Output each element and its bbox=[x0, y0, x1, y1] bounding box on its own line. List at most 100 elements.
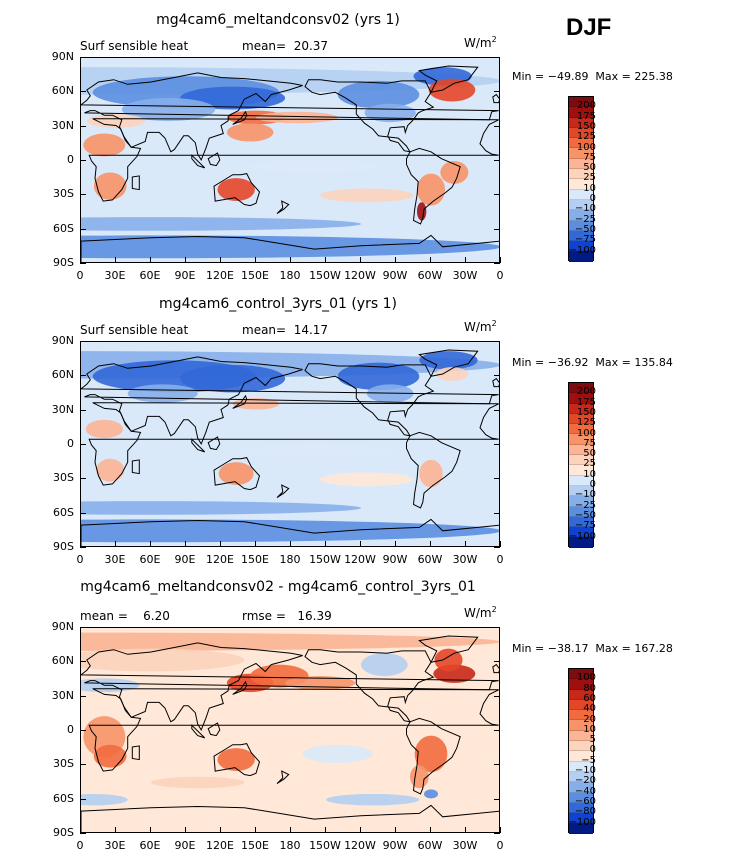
coastline-greenland bbox=[418, 635, 479, 663]
field-contour bbox=[428, 78, 476, 102]
y-tick-label: 90S bbox=[53, 826, 74, 839]
colorbar-swatch bbox=[569, 220, 593, 231]
coastline-antarctica bbox=[81, 234, 499, 262]
y-tick-label: 60S bbox=[53, 505, 74, 519]
y-tick bbox=[494, 833, 500, 834]
field-contour bbox=[151, 776, 245, 789]
y-tick bbox=[494, 798, 500, 800]
field-contour bbox=[83, 133, 126, 157]
variable-label: Surf sensible heat bbox=[80, 39, 189, 53]
x-tick bbox=[255, 827, 256, 833]
colorbar-swatch bbox=[569, 485, 593, 497]
colorbar-label: 175 bbox=[576, 110, 596, 122]
y-tick bbox=[494, 228, 500, 230]
y-tick-label: 30N bbox=[51, 118, 74, 132]
x-tick-label: 60W bbox=[417, 269, 443, 282]
x-tick-label: 120E bbox=[206, 269, 234, 282]
x-tick-label: 60E bbox=[139, 839, 161, 852]
x-tick-label: 30E bbox=[104, 553, 126, 566]
colorbar-swatch bbox=[569, 210, 593, 221]
coastline-southAmerica bbox=[406, 431, 461, 509]
coastline-africa bbox=[88, 688, 499, 772]
x-tick bbox=[150, 541, 151, 547]
x-tick-label: 30W bbox=[452, 839, 478, 852]
y-tick bbox=[494, 409, 500, 411]
field-contour bbox=[417, 202, 427, 221]
y-tick bbox=[494, 375, 500, 377]
colorbar-label: 75 bbox=[583, 437, 596, 449]
coastline-eurasia bbox=[81, 642, 499, 732]
x-tick bbox=[500, 827, 501, 833]
x-tick bbox=[325, 541, 326, 547]
y-tick bbox=[80, 194, 86, 196]
colorbar-swatch bbox=[569, 679, 593, 690]
units-label: W/m2 bbox=[464, 35, 497, 50]
colorbar-label: −20 bbox=[574, 775, 596, 787]
y-tick bbox=[80, 228, 86, 230]
coastline-africa bbox=[88, 118, 499, 202]
x-tick-label: 90W bbox=[382, 839, 408, 852]
colorbar-label: −75 bbox=[574, 234, 596, 246]
colorbar-label: 150 bbox=[576, 120, 596, 132]
field-contour bbox=[320, 472, 414, 487]
colorbar-label: −5 bbox=[581, 754, 596, 766]
coastline-madagascar bbox=[131, 745, 140, 761]
x-tick-label: 180 bbox=[279, 839, 301, 852]
field-contour bbox=[81, 793, 128, 806]
colorbar-swatch bbox=[569, 823, 593, 834]
colorbar-label: −40 bbox=[574, 785, 596, 797]
coastline-greenland bbox=[418, 65, 479, 93]
colorbar-swatch bbox=[569, 506, 593, 517]
colorbar-label: 100 bbox=[576, 141, 596, 153]
colorbar-swatch bbox=[569, 741, 593, 752]
colorbar-swatch bbox=[569, 465, 593, 476]
x-tick bbox=[325, 257, 326, 263]
y-tick bbox=[80, 833, 86, 834]
colorbar-swatch bbox=[569, 403, 593, 414]
colorbar-label: 10 bbox=[583, 182, 596, 194]
colorbar-label: −75 bbox=[574, 520, 596, 532]
coastline-australia bbox=[213, 743, 261, 777]
colorbar bbox=[568, 668, 594, 834]
colorbar-label: −60 bbox=[574, 795, 596, 807]
colorbar-label: 80 bbox=[583, 682, 596, 694]
colorbar-swatch bbox=[569, 251, 593, 262]
x-tick-label: 30E bbox=[104, 839, 126, 852]
map-canvas bbox=[81, 58, 499, 262]
x-tick bbox=[465, 541, 466, 547]
y-tick bbox=[494, 695, 500, 697]
x-tick bbox=[430, 541, 431, 547]
colorbar-label: −10 bbox=[574, 489, 596, 501]
y-tick-label: 30S bbox=[53, 471, 74, 485]
y-tick bbox=[80, 478, 86, 480]
colorbar-swatch bbox=[569, 383, 593, 394]
y-tick-label: 90N bbox=[51, 334, 74, 347]
x-tick bbox=[395, 541, 396, 547]
coastline-southAmerica bbox=[406, 147, 461, 225]
y-tick bbox=[494, 341, 500, 342]
coastline-northAmerica bbox=[304, 79, 435, 153]
colorbar bbox=[568, 382, 594, 548]
x-tick-label: 90E bbox=[174, 553, 196, 566]
colorbar-swatch bbox=[569, 148, 593, 159]
mean-label: mean= 14.17 bbox=[242, 323, 329, 337]
colorbar-label: 0 bbox=[589, 744, 596, 756]
x-tick bbox=[115, 827, 116, 833]
colorbar-label: 5 bbox=[589, 734, 596, 746]
y-tick bbox=[494, 125, 500, 127]
field-contour bbox=[417, 173, 445, 206]
x-tick-label: 60W bbox=[417, 553, 443, 566]
contour-map bbox=[80, 341, 500, 547]
y-tick bbox=[80, 661, 86, 663]
x-tick bbox=[80, 827, 81, 833]
colorbar-label: 125 bbox=[576, 417, 596, 429]
x-tick bbox=[115, 257, 116, 263]
colorbar-swatch bbox=[569, 189, 593, 200]
colorbar-label: 100 bbox=[576, 672, 596, 684]
y-tick bbox=[494, 764, 500, 766]
field-contour bbox=[435, 367, 469, 381]
x-tick-label: 90E bbox=[174, 269, 196, 282]
field-contour bbox=[81, 501, 361, 515]
x-tick bbox=[185, 257, 186, 263]
y-tick-label: 30S bbox=[53, 757, 74, 771]
